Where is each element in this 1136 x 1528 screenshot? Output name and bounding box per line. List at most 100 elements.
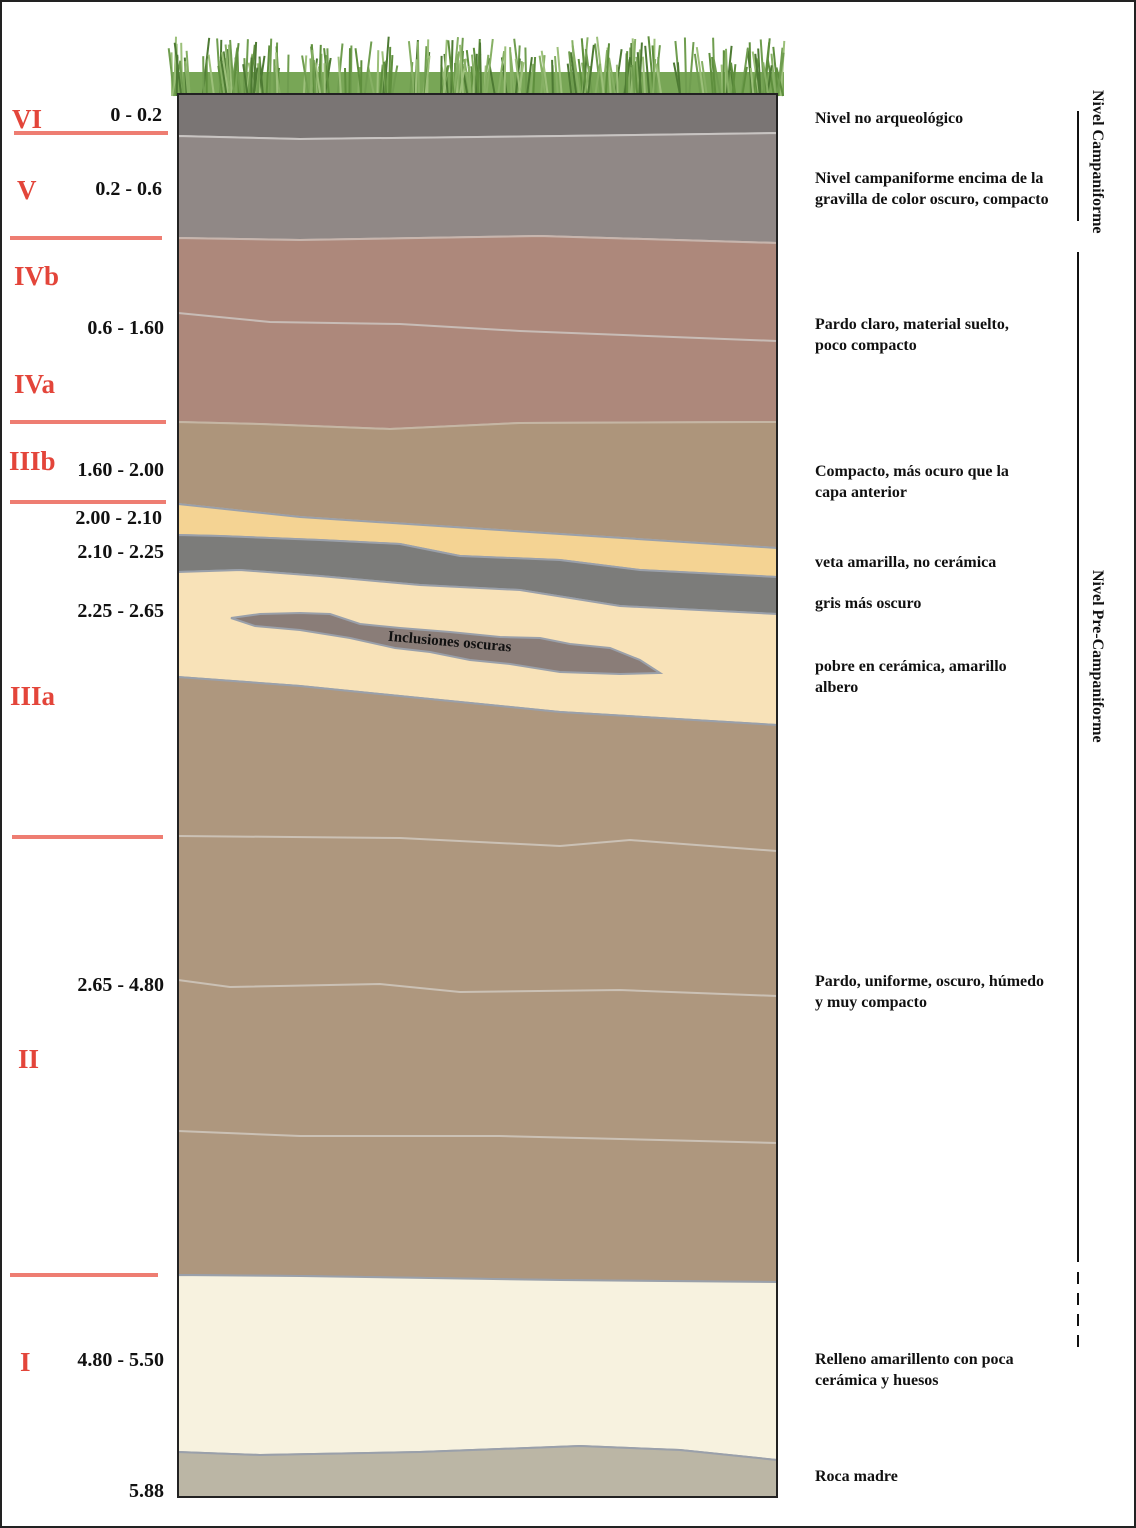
grass-blade [587, 44, 595, 97]
period-label-pre-campaniforme: Nivel Pre-Campaniforme [1089, 570, 1106, 743]
description-line: Nivel no arqueológico [815, 110, 963, 127]
grass-blade [207, 54, 215, 97]
grass-blade [524, 47, 528, 97]
grass-blade [202, 56, 205, 97]
grass-blade [463, 58, 472, 97]
grass-blade [301, 55, 310, 97]
grass-blade [708, 52, 715, 97]
grass-surface [167, 36, 786, 97]
grass-blade [551, 59, 554, 97]
description-line: veta amarilla, no cerámica [815, 554, 996, 571]
depth-label: 1.60 - 2.00 [77, 459, 164, 481]
grass-blade [265, 45, 271, 97]
grass-blade [344, 67, 347, 97]
grass-blade [724, 50, 730, 97]
layer-ii-subline [178, 979, 777, 997]
grass-blade [554, 56, 559, 97]
grass-blade [229, 39, 235, 97]
grass-blade [604, 43, 610, 97]
description-line: albero [815, 679, 858, 696]
grass-blade [485, 38, 494, 97]
layer-vi [178, 94, 777, 141]
grass-blade [275, 52, 279, 97]
grass-blade [688, 42, 695, 97]
grass-blade [540, 50, 549, 97]
layer-i [178, 1273, 777, 1462]
grass-blade [538, 55, 547, 97]
grass-blade [383, 36, 390, 97]
level-label-iiia: IIIa [10, 681, 56, 711]
description-line: Roca madre [815, 1468, 898, 1485]
grass-blade [349, 45, 353, 97]
grass-blade [683, 37, 688, 97]
grass-blade [695, 46, 705, 97]
grass-blade [644, 45, 651, 97]
depth-label: 2.10 - 2.25 [77, 541, 164, 563]
grass-blade [638, 42, 643, 97]
layer-description: Pardo, uniforme, oscuro, húmedo y muy co… [815, 973, 1048, 1011]
grass-blade [594, 43, 602, 97]
layer-bedrock [178, 1444, 777, 1497]
layer-description: Relleno amarillento con poca cerámica y … [815, 1351, 1018, 1389]
layer-description: Nivel campaniforme encima de la gravilla… [815, 170, 1049, 208]
column-outline [177, 93, 778, 1498]
grass-blade [447, 40, 455, 97]
layer-v [178, 131, 777, 245]
grass-blade [770, 53, 777, 97]
layer-ii-subline [178, 835, 777, 852]
grass-blade [628, 47, 632, 97]
grass-blade [725, 45, 733, 97]
grass-blade [766, 59, 775, 97]
grass-blade [363, 41, 373, 97]
grass-blade [286, 54, 290, 97]
grass-blade [525, 56, 533, 97]
grass-blade [354, 48, 363, 97]
grass-blade [185, 50, 191, 97]
grass-blade [641, 56, 646, 97]
layer-description: gris más oscuro [815, 595, 921, 612]
grass-blade [414, 59, 418, 97]
grass-blade [556, 46, 563, 97]
grass-blade [388, 46, 392, 97]
level-label-i: I [20, 1347, 31, 1377]
grass-blade [754, 53, 761, 97]
layer-description: Roca madre [815, 1468, 898, 1485]
description-line: poco compacto [815, 337, 917, 354]
depth-label: 2.65 - 4.80 [77, 974, 164, 996]
depth-label: 2.00 - 2.10 [75, 507, 162, 529]
grass-blade [389, 55, 394, 97]
grass-blade [509, 47, 513, 97]
grass-blade [496, 50, 506, 97]
level-label-ivb: IVb [14, 261, 59, 291]
grass-blade [759, 39, 766, 97]
grass-blade [568, 51, 575, 97]
level-label-vi: VI [12, 104, 42, 134]
description-line: capa anterior [815, 484, 907, 501]
description-line: Relleno amarillento con poca [815, 1351, 1014, 1368]
grass-blade [424, 55, 431, 97]
grass-blade [569, 52, 578, 97]
layer-iv-subline [178, 312, 777, 342]
grass-blade [487, 57, 496, 97]
level-label-v: V [17, 175, 37, 205]
dark-inclusions [230, 611, 664, 676]
level-label-ii: II [18, 1044, 39, 1074]
grass-blade [337, 56, 342, 97]
description-line: Pardo, uniforme, oscuro, húmedo [815, 973, 1044, 990]
grass-blade [711, 56, 717, 97]
depth-label: 2.25 - 2.65 [77, 600, 164, 622]
grass-blade [221, 52, 230, 97]
layer-description: Pardo claro, material suelto, poco compa… [815, 316, 1013, 354]
level-label-iiib: IIIb [9, 446, 56, 476]
depth-label: 5.88 [129, 1480, 164, 1502]
depth-label: 4.80 - 5.50 [77, 1349, 164, 1371]
grass-blade [631, 38, 637, 97]
layer-iv [178, 234, 777, 431]
description-line: Pardo claro, material suelto, [815, 316, 1009, 333]
grass-blade [252, 41, 258, 97]
grass-blade [268, 38, 273, 97]
layer-description: Nivel no arqueológico [815, 110, 963, 127]
description-line: cerámica y huesos [815, 1372, 939, 1389]
description-line: y muy compacto [815, 994, 927, 1011]
